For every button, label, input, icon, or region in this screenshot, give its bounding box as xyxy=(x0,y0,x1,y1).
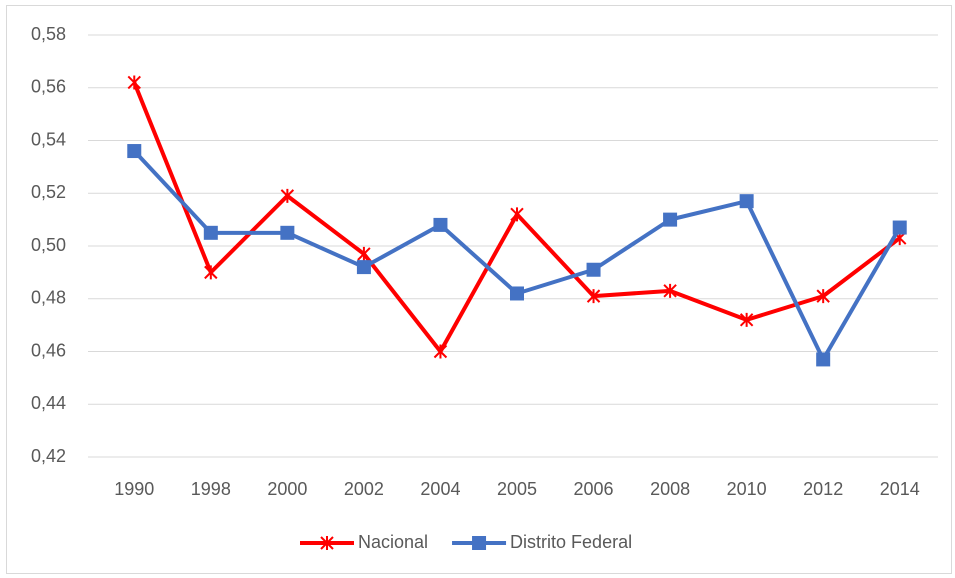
x-tick-label: 2006 xyxy=(574,479,614,499)
legend-label: Distrito Federal xyxy=(510,532,632,552)
marker xyxy=(356,260,371,275)
marker xyxy=(510,207,524,222)
marker xyxy=(816,289,830,304)
x-tick-label: 2008 xyxy=(650,479,690,499)
marker xyxy=(892,220,907,235)
y-tick-label: 0,56 xyxy=(31,77,66,97)
marker xyxy=(739,312,754,327)
x-tick-label: 2004 xyxy=(420,479,460,499)
marker xyxy=(663,283,677,298)
marker xyxy=(739,194,754,209)
x-tick-label: 2012 xyxy=(803,479,843,499)
marker xyxy=(127,75,141,90)
marker xyxy=(472,536,487,550)
marker xyxy=(320,536,334,550)
marker xyxy=(510,286,524,301)
chart-border xyxy=(6,5,952,574)
marker xyxy=(433,344,448,359)
legend-label: Nacional xyxy=(358,532,428,552)
y-tick-label: 0,54 xyxy=(31,129,66,149)
marker xyxy=(280,225,295,240)
x-tick-label: 2002 xyxy=(344,479,384,499)
marker xyxy=(586,289,601,304)
marker xyxy=(816,352,831,367)
y-tick-label: 0,52 xyxy=(31,182,66,202)
marker xyxy=(357,246,371,261)
y-tick-label: 0,46 xyxy=(31,340,66,360)
marker xyxy=(203,225,218,240)
x-tick-label: 1990 xyxy=(114,479,154,499)
x-tick-label: 2010 xyxy=(727,479,767,499)
marker xyxy=(204,265,218,280)
x-tick-label: 1998 xyxy=(191,479,231,499)
x-tick-label: 2000 xyxy=(267,479,307,499)
marker xyxy=(127,144,142,159)
y-tick-label: 0,44 xyxy=(31,393,66,413)
marker xyxy=(663,212,678,227)
marker xyxy=(433,217,448,232)
x-tick-label: 2014 xyxy=(880,479,920,499)
y-tick-label: 0,48 xyxy=(31,288,66,308)
y-tick-label: 0,58 xyxy=(31,24,66,44)
y-tick-label: 0,42 xyxy=(31,446,66,466)
marker xyxy=(586,262,601,277)
x-tick-label: 2005 xyxy=(497,479,537,499)
y-tick-label: 0,50 xyxy=(31,235,66,255)
marker xyxy=(280,188,295,203)
